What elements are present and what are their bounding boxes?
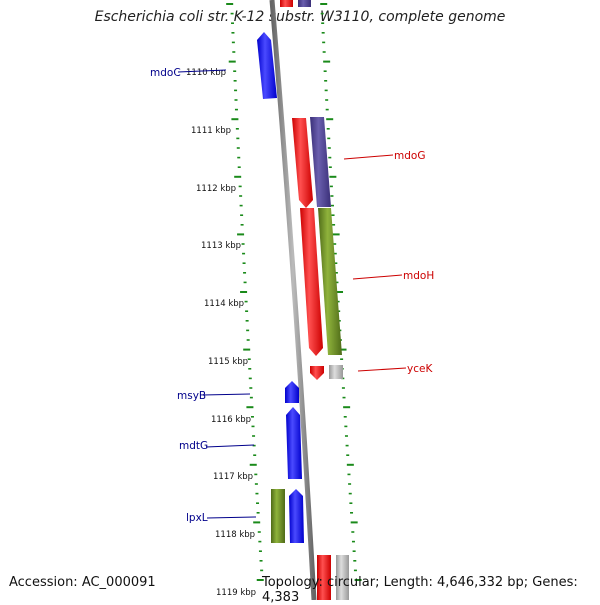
gene-mdoG[interactable] <box>292 118 313 208</box>
gene-msyB[interactable] <box>285 381 299 403</box>
scale-label: 1114 kbp <box>204 299 244 309</box>
scale-label: 1118 kbp <box>215 530 255 540</box>
map-title: Escherichia coli str. K-12 substr. W3110… <box>94 9 506 25</box>
scale-label: 1112 kbp <box>196 184 236 194</box>
scale-label: 1116 kbp <box>211 415 251 425</box>
scale-label: 1113 kbp <box>201 241 241 251</box>
label-msyB[interactable]: msyB <box>177 390 206 402</box>
gene-yceK[interactable] <box>310 366 324 380</box>
cog-mdoG <box>310 117 331 207</box>
cog-lpxL <box>271 489 285 543</box>
label-mdoH[interactable]: mdoH <box>403 270 434 282</box>
partial-gene-bottom-gray <box>336 555 349 600</box>
scale-label: 1111 kbp <box>191 126 231 136</box>
partial-gene-bottom-red <box>317 555 331 600</box>
scale-label: 1119 kbp <box>216 588 256 598</box>
scale-labels: 1110 kbp 1111 kbp 1112 kbp 1113 kbp 1114… <box>186 68 256 598</box>
scale-label: 1117 kbp <box>213 472 253 482</box>
genome-backbone <box>269 0 317 600</box>
partial-gene-top-purple <box>298 0 311 7</box>
cog-mdoH <box>318 208 342 355</box>
leader-lpxL <box>206 516 257 519</box>
label-yceK[interactable]: yceK <box>407 363 433 375</box>
leader-msyB <box>202 393 251 396</box>
label-mdtG[interactable]: mdtG <box>179 440 208 452</box>
cog-yceK <box>329 365 343 379</box>
leader-mdoC <box>177 69 227 73</box>
scale-label: 1110 kbp <box>186 68 226 78</box>
leader-mdoH <box>352 274 403 280</box>
leader-mdoG <box>343 154 394 160</box>
accession-text: Accession: AC_000091 <box>9 575 156 590</box>
topology-text: Topology: circular; Length: 4,646,332 bp… <box>262 575 578 605</box>
scale-label: 1115 kbp <box>208 357 248 367</box>
gene-lpxL[interactable] <box>289 489 304 543</box>
gene-mdoC[interactable] <box>257 32 277 99</box>
label-mdoG[interactable]: mdoG <box>394 150 425 162</box>
label-mdoC[interactable]: mdoC <box>150 67 181 79</box>
leader-mdtG <box>205 444 255 448</box>
inner-tick-ring <box>226 3 264 581</box>
partial-gene-top-red <box>280 0 293 7</box>
gene-mdtG[interactable] <box>286 407 302 479</box>
leader-yceK <box>357 367 407 372</box>
gene-mdoH[interactable] <box>300 208 323 356</box>
label-lpxL[interactable]: lpxL <box>186 512 208 524</box>
